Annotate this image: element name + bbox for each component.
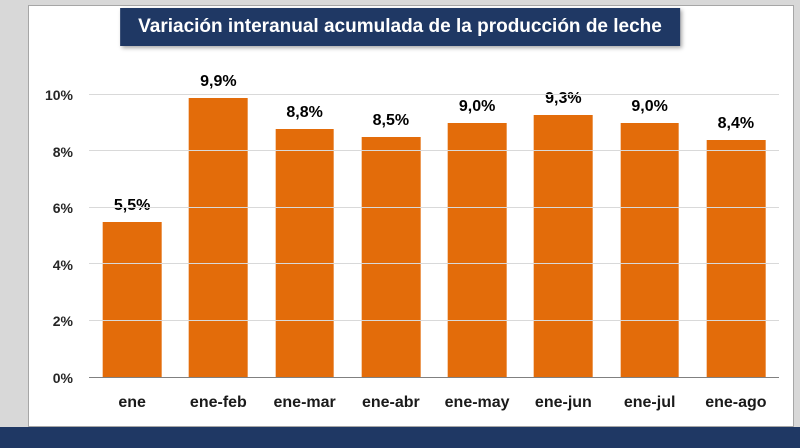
gridline	[89, 319, 779, 321]
bar	[706, 140, 766, 377]
bar-group: 8,5%	[348, 61, 434, 377]
x-tick-label: ene-abr	[361, 394, 420, 411]
bar	[620, 123, 679, 377]
gridline	[89, 206, 779, 208]
bar-group: 9,9%	[175, 61, 261, 377]
bar-group: 5,5%	[89, 61, 175, 377]
bar-value-label: 8,4%	[717, 115, 755, 132]
bar-value-label: 9,0%	[631, 98, 668, 116]
bar-group: 9,0%	[434, 61, 520, 377]
x-tick-label: ene-may	[444, 394, 510, 411]
x-tick-label: ene-mar	[273, 394, 336, 411]
bar-value-label: 8,8%	[286, 103, 323, 121]
y-axis: 0% 2% 4% 6% 8% 10%	[29, 61, 81, 386]
bar	[102, 221, 162, 377]
bar	[447, 123, 507, 377]
bar-group: 8,4%	[693, 61, 779, 377]
bar-value-label: 9,3%	[545, 89, 582, 107]
bar-value-label: 5,5%	[113, 196, 151, 214]
x-tick-label: ene-ago	[705, 394, 767, 411]
bar	[361, 137, 421, 377]
y-tick-label: 8%	[52, 143, 73, 160]
bar-group: 9,3%	[520, 61, 606, 377]
plot-area: 5,5% 9,9% 8,8% 8,5% 9,0% 9,3% 9,0% 8,4%	[89, 61, 779, 378]
x-tick-label: ene	[118, 394, 146, 411]
y-tick-label: 4%	[52, 256, 73, 273]
bar-group: 9,0%	[607, 61, 693, 377]
gridline	[89, 93, 779, 95]
bar-group: 8,8%	[262, 61, 348, 377]
bar-value-label: 9,0%	[458, 98, 496, 116]
y-tick-label: 6%	[52, 200, 73, 217]
x-tick-label: ene-jul	[623, 394, 676, 411]
bar	[275, 128, 334, 377]
bar	[189, 97, 248, 377]
gridline	[89, 150, 779, 152]
x-tick-label: ene-jun	[534, 394, 592, 411]
x-tick-label: ene-feb	[189, 394, 247, 411]
bar	[534, 114, 593, 377]
y-tick-label: 0%	[52, 370, 73, 386]
footer-band	[0, 427, 800, 448]
chart-title: Variación interanual acumulada de la pro…	[120, 8, 680, 46]
x-axis: ene ene-feb ene-mar ene-abr ene-may ene-jun en…	[89, 386, 779, 416]
bar-value-label: 9,9%	[200, 72, 237, 90]
bars-row: 5,5% 9,9% 8,8% 8,5% 9,0% 9,3% 9,0% 8,4%	[89, 61, 779, 377]
bar-value-label: 8,5%	[372, 112, 410, 130]
chart-box: 0% 2% 4% 6% 8% 10% 5,5% 9,9% 8,8% 8,5% 9,0% 9,3% 9,…	[28, 5, 794, 427]
y-tick-label: 10%	[44, 86, 73, 103]
plot-wrap: 0% 2% 4% 6% 8% 10% 5,5% 9,9% 8,8% 8,5% 9,0% 9,3% 9,…	[45, 61, 779, 386]
gridline	[89, 263, 779, 265]
y-tick-label: 2%	[52, 313, 73, 330]
